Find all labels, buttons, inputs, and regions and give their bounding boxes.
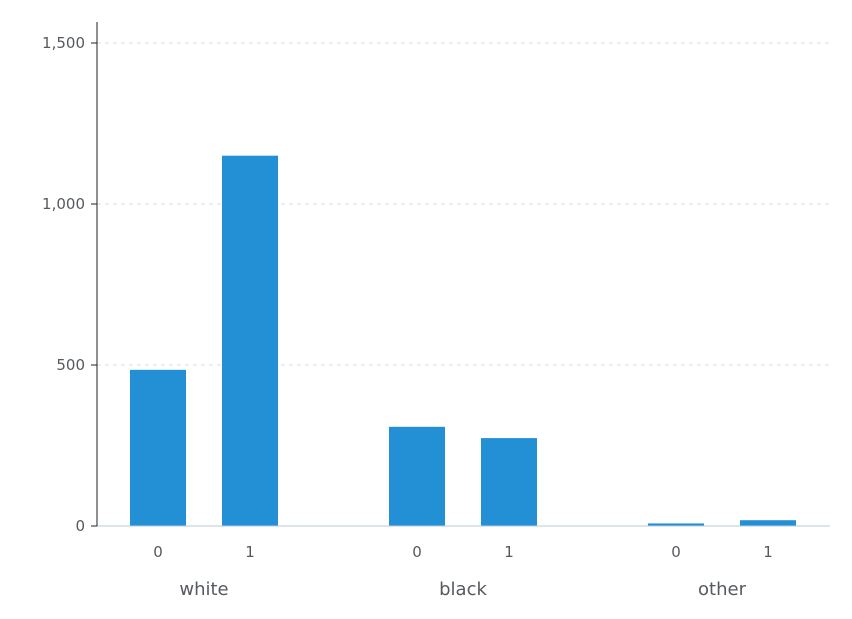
x-tick-label: 0	[412, 543, 422, 561]
bar-white-1	[222, 155, 278, 526]
bar-other-1	[740, 520, 796, 526]
grid-lines	[97, 42, 830, 366]
y-tick-label: 500	[56, 356, 85, 374]
bar-black-0	[389, 426, 445, 526]
y-tick-label: 1,000	[42, 195, 85, 213]
tick-labels: 0 500 1,000 1,500 0 1 white 0 1 black 0 1 other	[42, 34, 773, 600]
group-label-black: black	[439, 579, 487, 600]
x-tick-label: 0	[153, 543, 163, 561]
bars	[130, 155, 796, 526]
x-tick-label: 1	[504, 543, 514, 561]
x-tick-label: 1	[245, 543, 255, 561]
bar-other-0	[648, 523, 704, 526]
y-tick-label: 1,500	[42, 34, 85, 52]
x-tick-label: 0	[671, 543, 681, 561]
bar-black-1	[481, 438, 537, 526]
axes	[91, 22, 830, 527]
x-tick-label: 1	[763, 543, 773, 561]
bar-white-0	[130, 369, 186, 526]
group-label-other: other	[698, 579, 747, 600]
group-label-white: white	[179, 579, 228, 600]
y-tick-label: 0	[75, 517, 85, 535]
